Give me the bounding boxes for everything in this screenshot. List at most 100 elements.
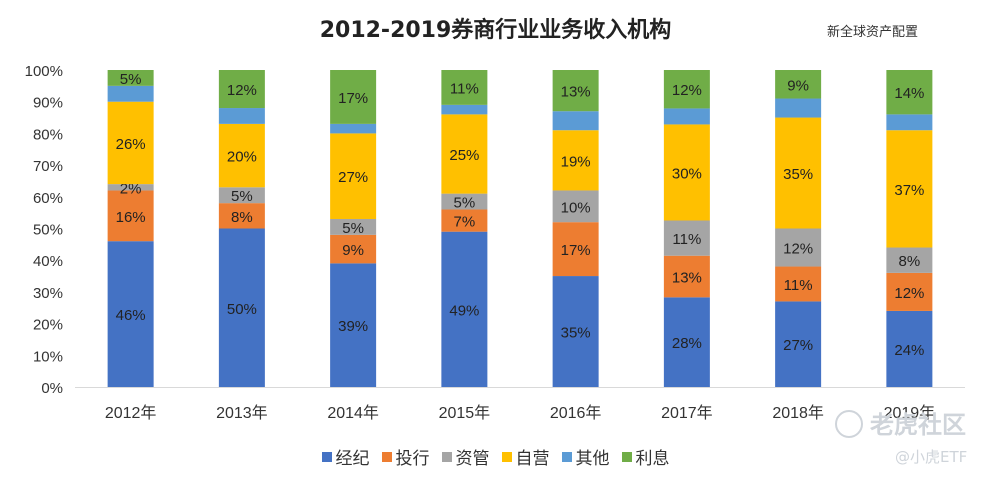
y-tick-label: 80% [33,126,63,143]
data-label: 5% [120,71,142,88]
bar-segment [441,231,488,387]
y-tick-label: 100% [25,63,63,80]
bar-segment [552,190,599,223]
data-label: 20% [227,149,257,166]
bar-segment [663,297,710,387]
legend-label: 经纪 [335,449,370,469]
x-tick-label: 2012年 [105,404,157,422]
y-tick-label: 20% [33,317,63,334]
data-label: 9% [787,77,809,94]
legend-swatch [441,451,452,462]
data-label: 2% [120,180,142,197]
chart-title: 2012-2019券商行业业务收入机构 [319,18,672,43]
legend-item: 经纪 [321,444,370,469]
data-label: 19% [561,153,591,170]
bar-segment [663,108,710,125]
data-label: 17% [561,242,591,259]
bar-segment [663,124,710,221]
data-label: 37% [894,182,924,199]
y-tick-label: 50% [33,222,63,239]
bar-segment [775,117,822,229]
legend-label: 资管 [455,449,490,469]
data-label: 9% [342,242,364,259]
legend-label: 其他 [575,449,610,469]
x-tick-label: 2015年 [439,404,491,422]
bar-segment [330,123,377,134]
bar-segment [218,203,265,229]
bar-segment [663,220,710,256]
bar-segment [330,263,377,387]
x-tick-label: 2016年 [550,404,602,422]
bar-segment [218,187,265,204]
bar-segment [441,70,488,105]
bar-segment [663,255,710,298]
bar-segment [441,114,488,194]
data-label: 12% [894,285,924,302]
legend-item: 自营 [501,444,550,469]
bar-segment [886,272,933,311]
data-label: 27% [338,169,368,186]
bar-segment [218,70,265,109]
x-tick-label: 2017年 [661,404,713,422]
legend-item: 资管 [441,444,490,469]
bar-segment [330,218,377,235]
bar-segment [107,101,154,185]
watermark-logo-icon [835,410,863,438]
data-label: 16% [116,209,146,226]
bar-segment [552,276,599,387]
legend-swatch [321,451,332,462]
bar-segment [552,111,599,131]
data-label: 11% [450,80,479,97]
y-tick-label: 10% [33,348,63,365]
legend: 经纪 投行 资管 自营 其他 利息 [0,444,991,469]
bar-segment [107,184,154,191]
y-tick-label: 90% [33,95,63,112]
legend-swatch [381,451,392,462]
data-label: 28% [672,335,702,352]
data-label: 8% [899,253,921,270]
bar-segment [218,123,265,188]
bar-segment [775,301,822,387]
data-label: 11% [784,277,813,294]
data-label: 25% [449,147,479,164]
data-label: 50% [227,301,257,318]
data-label: 8% [231,209,253,226]
bar-segment [330,70,377,124]
bar-segment [552,222,599,277]
y-tick-label: 70% [33,158,63,175]
legend-item: 投行 [381,444,430,469]
bar-segment [330,234,377,264]
data-label: 13% [672,270,702,287]
data-label: 46% [116,307,146,324]
bar-segment [886,114,933,131]
bar-segment [886,130,933,248]
bar-segment [441,193,488,210]
bar-segment [775,98,822,118]
watermark-brand: 老虎社区 [870,411,966,439]
bar-segment [775,70,822,99]
legend-swatch [501,451,512,462]
legend-label: 利息 [635,449,670,469]
bar-segment [886,247,933,273]
bar-segment [330,133,377,219]
data-label: 26% [116,136,146,153]
data-label: 5% [231,188,253,205]
legend-label: 自营 [515,449,550,469]
y-tick-label: 60% [33,190,63,207]
bar-segment [107,190,154,242]
legend-item: 其他 [561,444,610,469]
bar-segment [552,70,599,112]
bar-segment [886,70,933,115]
bar-segment [886,310,933,387]
bar-segment [775,228,822,267]
bar-segment [552,130,599,191]
data-label: 10% [561,199,591,216]
data-label: 5% [454,195,476,212]
bar-segment [107,85,154,102]
x-tick-label: 2019年 [884,404,936,422]
data-label: 12% [783,241,813,258]
data-label: 11% [672,231,701,248]
data-label: 39% [338,318,368,335]
y-tick-label: 0% [41,380,63,397]
